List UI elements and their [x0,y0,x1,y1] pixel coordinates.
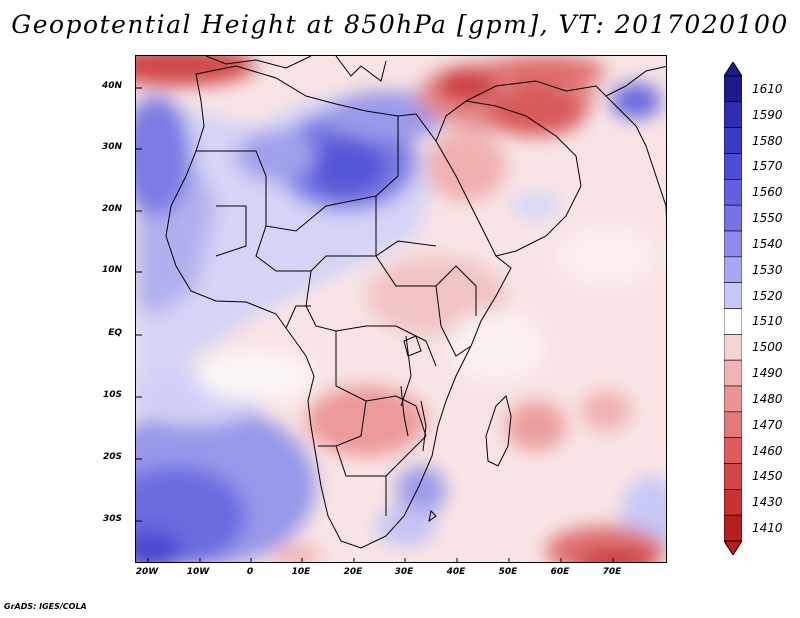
colorbar-label: 1500 [752,340,783,355]
colorbar-label: 1590 [752,107,783,122]
lon-label: 30E [394,567,414,577]
colorbar-label: 1480 [752,391,783,406]
colorbar-label: 1610 [752,81,783,96]
map-title: Geopotential Height at 850hPa [gpm], VT:… [11,10,789,39]
lon-label: 0 [246,567,254,577]
lon-label: 40E [446,567,466,577]
colorbar-cell [724,127,742,154]
coastlines [165,56,666,549]
colorbar-label: 1580 [752,133,783,148]
colorbar-cell [724,385,742,413]
lat-label: EQ [108,328,122,338]
colorbar-cell [724,204,742,232]
colorbar-arrow-top [724,62,742,77]
colorbar-arrow-bottom [724,540,742,555]
colorbar-cell [724,437,742,464]
colorbar-label: 1530 [752,262,783,277]
colorbar-cell [724,308,742,335]
colorbar-cell [724,411,742,438]
colorbar-label: 1450 [752,469,783,484]
colorbar-label: 1460 [752,443,783,458]
colorbar-cell [724,489,742,516]
colorbar-cell [724,75,742,103]
colorbar-label: 1570 [752,159,783,174]
lat-label: 10N [101,265,122,275]
lat-label: 40N [101,81,122,91]
colorbar-cell [724,256,742,283]
colorbar-cell [724,514,742,542]
lon-label: 20W [135,567,159,577]
colorbar [724,62,742,555]
colorbar-label: 1510 [752,314,783,329]
colorbar-cell [724,359,742,387]
lat-label: 20N [101,204,122,214]
lon-label: 50E [498,567,518,577]
axis-ticks [136,87,614,562]
colorbar-label: 1560 [752,185,783,200]
colorbar-label: 1540 [752,236,783,251]
lat-label: 20S [102,452,122,462]
colorbar-cell [724,463,742,490]
height-field [136,56,666,562]
lon-label: 70E [602,567,622,577]
colorbar-label: 1520 [752,288,783,303]
map-plot [136,56,666,562]
colorbar-cell [724,101,742,128]
lon-label: 10W [186,567,210,577]
credit-text: GrADS: IGES/COLA [4,602,87,611]
colorbar-label: 1430 [752,495,783,510]
colorbar-cell [724,282,742,309]
colorbar-cell [724,334,742,361]
map-panel [135,55,667,563]
lon-label: 60E [550,567,570,577]
lon-label: 20E [343,567,363,577]
colorbar-cell [724,230,742,258]
lat-label: 30N [101,142,122,152]
colorbar-label: 1490 [752,366,783,381]
colorbar-label: 1410 [752,521,783,536]
lat-label: 30S [102,514,122,524]
lat-label: 10S [102,390,122,400]
lon-label: 10E [291,567,311,577]
colorbar-cell [724,179,742,206]
colorbar-label: 1470 [752,417,783,432]
colorbar-cell [724,153,742,180]
colorbar-label: 1550 [752,211,783,226]
